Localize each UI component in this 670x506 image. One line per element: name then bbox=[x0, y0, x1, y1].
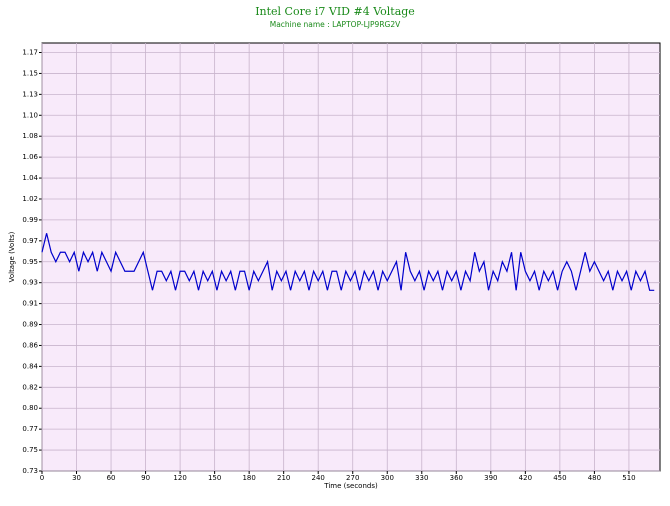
y-tick-label: 0.84 bbox=[22, 362, 38, 370]
y-tick-label: 0.86 bbox=[22, 341, 38, 349]
y-tick-label: 1.17 bbox=[22, 49, 38, 57]
y-tick-label: 0.77 bbox=[22, 425, 38, 433]
plot-area bbox=[41, 42, 661, 472]
y-tick-label: 0.73 bbox=[22, 467, 38, 475]
y-tick-label: 0.89 bbox=[22, 321, 38, 329]
x-tick-label: 480 bbox=[588, 474, 601, 482]
x-tick-label: 510 bbox=[622, 474, 635, 482]
y-tick-label: 0.95 bbox=[22, 258, 38, 266]
y-tick-label: 1.08 bbox=[22, 132, 38, 140]
y-tick-label: 0.93 bbox=[22, 279, 38, 287]
y-tick-label: 1.13 bbox=[22, 90, 38, 98]
x-tick-label: 120 bbox=[173, 474, 186, 482]
x-tick-label: 0 bbox=[40, 474, 44, 482]
x-tick-label: 390 bbox=[484, 474, 497, 482]
y-tick-label: 1.15 bbox=[22, 69, 38, 77]
x-tick-label: 210 bbox=[277, 474, 290, 482]
chart-title: Intel Core i7 VID #4 Voltage bbox=[255, 5, 415, 18]
y-tick-label: 1.02 bbox=[22, 195, 38, 203]
y-tick-label: 0.97 bbox=[22, 237, 38, 245]
x-tick-label: 300 bbox=[381, 474, 394, 482]
chart-subtitle: Machine name : LAPTOP-LJP9RG2V bbox=[270, 20, 401, 29]
y-axis-label: Voltage (Volts) bbox=[8, 231, 16, 282]
y-tick-label: 1.06 bbox=[22, 153, 38, 161]
y-tick-label: 0.82 bbox=[22, 383, 38, 391]
x-tick-label: 240 bbox=[312, 474, 325, 482]
x-tick-label: 60 bbox=[107, 474, 116, 482]
y-tick-label: 0.91 bbox=[22, 300, 38, 308]
data-line bbox=[41, 233, 655, 291]
x-tick-label: 150 bbox=[208, 474, 221, 482]
x-tick-label: 420 bbox=[519, 474, 532, 482]
x-tick-label: 180 bbox=[242, 474, 255, 482]
y-tick-label: 0.99 bbox=[22, 216, 38, 224]
x-tick-label: 270 bbox=[346, 474, 359, 482]
x-tick-label: 30 bbox=[72, 474, 81, 482]
x-tick-label: 450 bbox=[553, 474, 566, 482]
x-tick-label: 90 bbox=[141, 474, 150, 482]
y-tick-label: 1.10 bbox=[22, 111, 38, 119]
y-tick-label: 1.04 bbox=[22, 174, 38, 182]
y-tick-label: 0.80 bbox=[22, 404, 38, 412]
x-axis-label: Time (seconds) bbox=[323, 482, 378, 490]
y-tick-label: 0.75 bbox=[22, 446, 38, 454]
x-tick-label: 330 bbox=[415, 474, 428, 482]
x-tick-label: 360 bbox=[450, 474, 463, 482]
